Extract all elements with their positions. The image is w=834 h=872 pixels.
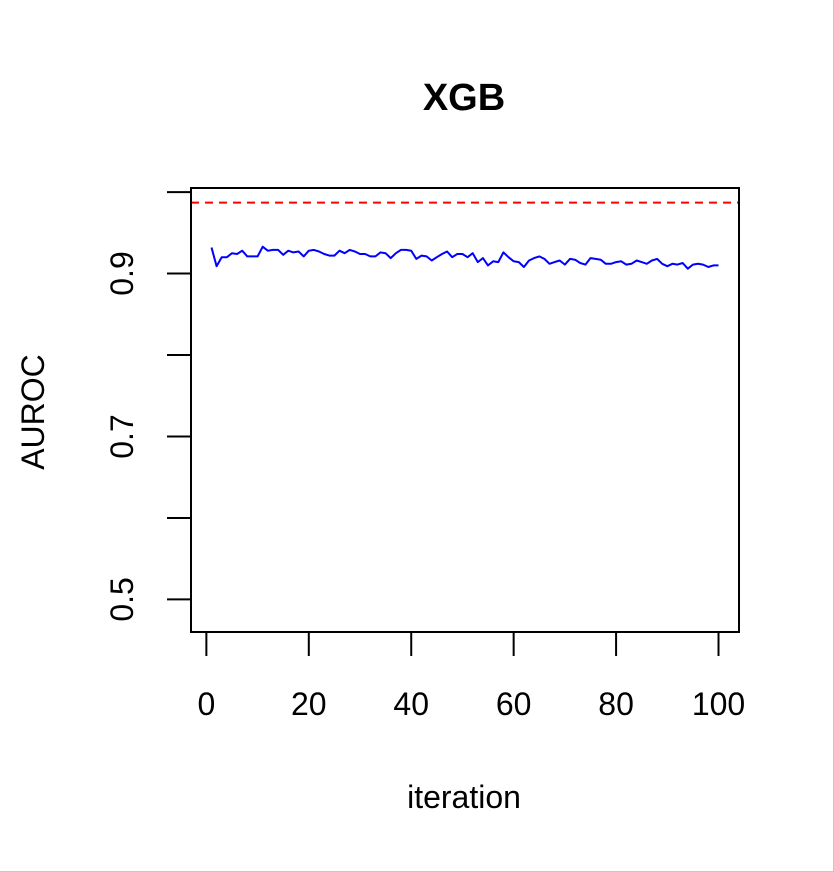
y-axis-label: AUROC — [15, 354, 51, 470]
x-axis: 0 20 40 60 80 100 — [197, 631, 745, 722]
y-tick-label: 0.9 — [104, 251, 140, 295]
x-tick-label: 40 — [393, 686, 429, 722]
x-tick-label: 80 — [598, 686, 634, 722]
y-axis: 0.5 0.7 0.9 — [104, 191, 192, 622]
series-line-1 — [210, 245, 719, 270]
y-tick-label: 0.5 — [104, 577, 140, 621]
chart-title: XGB — [423, 77, 505, 119]
series-layer — [210, 245, 719, 270]
x-tick-label: 60 — [496, 686, 532, 722]
x-tick-label: 0 — [197, 686, 215, 722]
y-tick-label: 0.7 — [104, 414, 140, 458]
x-tick-label: 100 — [692, 686, 745, 722]
x-tick-label: 20 — [291, 686, 327, 722]
x-axis-label: iteration — [407, 779, 521, 815]
